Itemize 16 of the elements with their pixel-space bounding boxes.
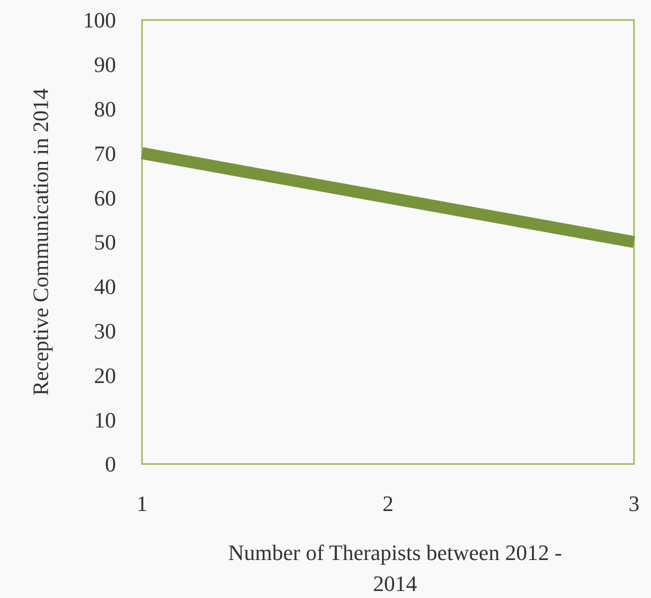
x-tick-label: 1 — [136, 491, 148, 516]
y-axis-title: Receptive Communication in 2014 — [28, 88, 53, 396]
y-tick-label: 20 — [94, 362, 116, 388]
y-tick-label: 10 — [94, 407, 116, 432]
x-tick-label: 3 — [628, 491, 640, 516]
x-tick-label: 2 — [382, 491, 394, 516]
y-tick-label: 90 — [94, 52, 116, 78]
x-axis-title: Number of Therapists between 2012 - 2014 — [228, 540, 562, 596]
y-tick-label: 100 — [83, 8, 116, 33]
y-tick-label: 50 — [94, 230, 116, 255]
y-tick-label: 0 — [105, 452, 116, 477]
y-tick-label: 80 — [94, 96, 116, 122]
y-tick-label: 40 — [94, 274, 116, 300]
y-tick-label: 70 — [94, 140, 116, 166]
y-tick-label: 30 — [94, 318, 116, 344]
y-tick-label: 60 — [94, 185, 116, 210]
